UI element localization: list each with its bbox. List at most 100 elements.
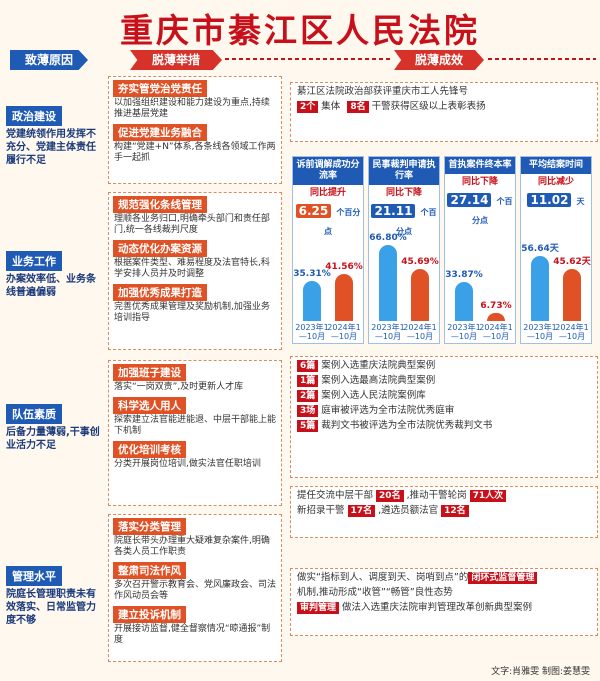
result-text: ,遴选员额法官 [378, 505, 439, 516]
chart-bar [335, 273, 353, 321]
result-text: 做实“指标到人、调度到天、岗哨到点”的 [297, 572, 469, 583]
highlight-badge: 闭环式监督管理 [468, 572, 538, 584]
measure-heading: 加强优秀成果打造 [113, 284, 207, 301]
honor-text: 案例入选最高法院典型案例 [321, 375, 436, 386]
measures-group-team: 加强班子建设 落实“一岗双责”,及时更新人才库 科学选人用人 探索建立法官能进能… [108, 360, 282, 506]
metric-chart: 诉前调解成功分流率 同比提升 6.25 个百分点 35.31% 2023年1—10月 41… [292, 156, 364, 344]
chart-bar [411, 268, 429, 321]
metric-chart: 首执案件终本率同比下降 27.14 个百分点 33.87% 2023年1—10月 6.7… [444, 156, 516, 344]
measures-group-political: 夯实管党治党责任 以加强组织建设和能力建设为重点,持续推进基层党建 促进党建业务… [108, 76, 282, 184]
chart-year-label: 2024年1—10月 [479, 323, 513, 341]
measure-text: 完善优秀成果管理及奖励机制,加强业务培训指导 [114, 302, 270, 323]
count-badge: 2个 [297, 101, 319, 113]
chart-bar [487, 313, 505, 321]
measure-heading: 优化培训考核 [113, 441, 186, 458]
chart-value-label: 56.64天 [521, 244, 559, 255]
cause-label: 队伍素质 [6, 404, 62, 424]
result-text: 机制,推动形成“收管”“畅管”良性态势 [297, 587, 453, 598]
honor-text: 裁判文书被评选为全市法院优秀裁判文书 [321, 420, 493, 431]
chart-year-label: 2023年1—10月 [447, 323, 481, 341]
honor-text: 案例入选人民法院案例库 [321, 390, 426, 401]
chart-unit: 个百分点 [472, 197, 513, 225]
chart-change: 同比下降 [385, 188, 422, 198]
count-badge: 20名 [376, 490, 404, 502]
measures-group-management: 落实分类管理 院庭长带头办理重大疑难复杂案件,明确各类人员工作职责 整肃司法作风… [108, 514, 282, 662]
metric-chart: 平均结案时间 同比减少 11.02 天 56.64天 2023年1—10月 45.62天 2… [520, 156, 592, 344]
cause-political: 政治建设 党建统领作用发挥不充分、党建主体责任履行不足 [6, 105, 104, 167]
measure-text: 落实“一岗双责”,及时更新人才库 [114, 382, 244, 392]
chart-delta: 27.14 [447, 193, 492, 207]
chart-delta: 11.02 [527, 193, 572, 207]
count-badge: 5篇 [297, 420, 319, 432]
measure-heading: 建立投诉机制 [113, 606, 186, 623]
cause-text: 办案效率低、业务条线普遍偏弱 [6, 274, 96, 298]
measure-heading: 夯实管党治党责任 [113, 80, 207, 97]
chart-title: 首执案件终本率 [445, 157, 515, 174]
measure-text: 以加强组织建设和能力建设为重点,持续推进基层党建 [114, 98, 270, 119]
honor-text: 案例入选重庆法院典型案例 [321, 360, 436, 371]
chart-year-label: 2023年1—10月 [295, 323, 329, 341]
chart-title: 民事裁判申请执行率 [369, 157, 439, 185]
chart-change: 同比下降 [461, 177, 498, 187]
cause-label: 业务工作 [6, 251, 62, 271]
count-badge: 1篇 [297, 375, 319, 387]
chart-value-label: 66.80% [369, 232, 407, 243]
count-badge: 3场 [297, 405, 319, 417]
chart-unit: 天 [576, 197, 585, 206]
chart-bar [303, 280, 321, 321]
page-title: 重庆市綦江区人民法院 [120, 11, 480, 50]
chart-bar [379, 244, 397, 321]
chart-year-label: 2023年1—10月 [371, 323, 405, 341]
measure-heading: 规范强化条线管理 [113, 196, 207, 213]
chart-unit: 个百分点 [324, 208, 361, 236]
chart-value-label: 6.73% [480, 301, 512, 312]
result-text: 集体 [321, 101, 341, 112]
result-text: 綦江区法院政治部获评重庆市工人先锋号 [297, 86, 469, 97]
measure-heading: 整肃司法作风 [113, 562, 186, 579]
cause-text: 后备力量薄弱,干事创业活力不足 [6, 427, 100, 451]
count-badge: 71人次 [469, 490, 507, 502]
header-measures: 脱薄举措 [130, 50, 222, 70]
chart-year-label: 2024年1—10月 [327, 323, 361, 341]
count-badge: 2篇 [297, 390, 319, 402]
chart-change: 同比减少 [537, 177, 574, 187]
result-political: 綦江区法院政治部获评重庆市工人先锋号 2个 集体 8名 干警获得区级以上表彰表扬 [290, 82, 598, 142]
result-honors: 6篇 案例入选重庆法院典型案例 1篇 案例入选最高法院典型案例 2篇 案例入选人民法院… [290, 356, 598, 478]
count-badge: 6篇 [297, 360, 319, 372]
header-results: 脱薄成效 [394, 50, 484, 70]
cause-label: 管理水平 [6, 566, 62, 586]
measure-heading: 科学选人用人 [113, 397, 186, 414]
chart-title: 诉前调解成功分流率 [293, 157, 363, 185]
cause-label: 政治建设 [6, 106, 62, 126]
result-text: 提任交流中层干部 [297, 490, 374, 501]
measure-text: 分类开展岗位培训,做实法官任职培训 [114, 459, 261, 469]
chart-year-label: 2024年1—10月 [555, 323, 589, 341]
measures-group-business: 规范强化条线管理 理顺各业务归口,明确牵头部门和责任部门,统一各线裁判尺度 动态… [108, 192, 282, 350]
chart-value-label: 35.31% [293, 268, 331, 279]
measure-heading: 加强班子建设 [113, 364, 186, 381]
measure-text: 构建“党建+N”体系,各条线各领域工作两手一起抓 [114, 142, 276, 163]
chart-change: 同比提升 [309, 188, 346, 198]
measure-text: 理顺各业务归口,明确牵头部门和责任部门,统一各线裁判尺度 [114, 214, 270, 235]
honor-text: 庭审被评选为全市法院优秀庭审 [321, 405, 455, 416]
cause-business: 业务工作 办案效率低、业务条线普遍偏弱 [6, 250, 104, 299]
chart-bar [455, 282, 473, 321]
credit: 文字:肖雅雯 制图:姜慧雯 [491, 667, 590, 677]
cause-text: 院庭长管理职责未有效落实、日常监管力度不够 [6, 589, 96, 626]
chart-year-label: 2024年1—10月 [403, 323, 437, 341]
chart-title: 平均结案时间 [521, 157, 591, 174]
result-text: 干警获得区级以上表彰表扬 [371, 101, 486, 112]
measure-text: 院庭长带头办理重大疑难复杂案件,明确各类人员工作职责 [114, 536, 270, 557]
header-causes: 致薄原因 [10, 50, 88, 70]
metric-chart: 民事裁判申请执行率 同比下降 21.11 个百分点 66.80% 2023年1—10月 4… [368, 156, 440, 344]
measure-heading: 促进党建业务融合 [113, 124, 207, 141]
cause-management: 管理水平 院庭长管理职责未有效落实、日常监管力度不够 [6, 565, 104, 627]
divider [488, 58, 596, 60]
chart-value-label: 33.87% [445, 270, 483, 281]
result-text: 新招录干警 [297, 505, 345, 516]
chart-bar [531, 256, 549, 321]
result-management: 做实“指标到人、调度到天、岗哨到点”的 闭环式监督管理 机制,推动形成“收管”“畅… [290, 568, 598, 636]
result-team: 提任交流中层干部 20名 ,推动干警轮岗 71人次 新招录干警 17名 ,遴选员额法… [290, 486, 598, 538]
chart-value-label: 45.69% [401, 256, 439, 267]
count-badge: 17名 [347, 505, 376, 517]
